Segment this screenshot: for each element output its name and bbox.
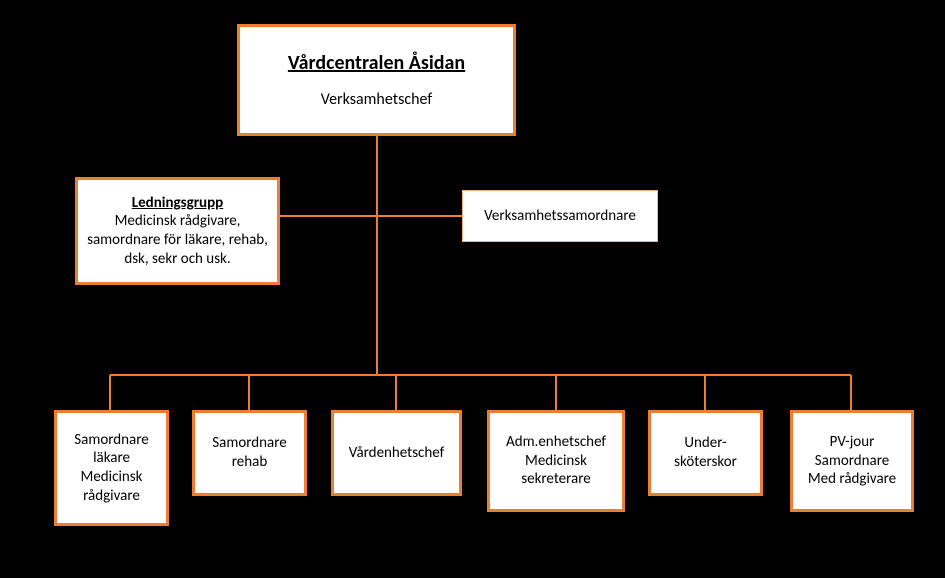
- node-leaf-1: Samordnare läkare Medicinsk rådgivare: [54, 410, 169, 526]
- ledningsgrupp-body: Medicinsk rådgivare, samordnare för läka…: [86, 212, 269, 268]
- leaf6-line1: PV-jour: [830, 433, 875, 452]
- node-leaf-4: Adm.enhetschef Medicinsk sekreterare: [487, 410, 625, 512]
- leaf5-line1: Under-sköterskor: [659, 434, 752, 472]
- ledningsgrupp-title: Ledningsgrupp: [132, 194, 223, 213]
- leaf1-line2: Medicinsk rådgivare: [65, 468, 158, 506]
- node-leaf-3: Vårdenhetschef: [331, 410, 462, 496]
- node-leaf-5: Under-sköterskor: [648, 410, 763, 496]
- leaf4-line2: Medicinsk sekreterare: [498, 452, 614, 490]
- leaf6-line2: Samordnare: [815, 452, 889, 471]
- leaf2-line1: Samordnare rehab: [203, 434, 296, 472]
- node-verksamhetssamordnare: Verksamhetssamordnare: [462, 190, 658, 242]
- node-root: Vårdcentralen Åsidan Verksamhetschef: [237, 24, 516, 136]
- leaf1-line1: Samordnare läkare: [65, 431, 158, 469]
- org-chart-canvas: Vårdcentralen Åsidan Verksamhetschef Led…: [0, 0, 945, 578]
- root-subtitle: Verksamhetschef: [321, 90, 432, 110]
- root-title: Vårdcentralen Åsidan: [288, 51, 465, 76]
- verksamhetssamordnare-label: Verksamhetssamordnare: [484, 207, 636, 226]
- leaf3-line1: Vårdenhetschef: [349, 444, 444, 463]
- node-leaf-6: PV-jour Samordnare Med rådgivare: [790, 410, 914, 512]
- leaf4-line1: Adm.enhetschef: [506, 433, 606, 452]
- leaf6-line3: Med rådgivare: [808, 470, 896, 489]
- node-leaf-2: Samordnare rehab: [192, 410, 307, 496]
- node-ledningsgrupp: Ledningsgrupp Medicinsk rådgivare, samor…: [75, 177, 280, 285]
